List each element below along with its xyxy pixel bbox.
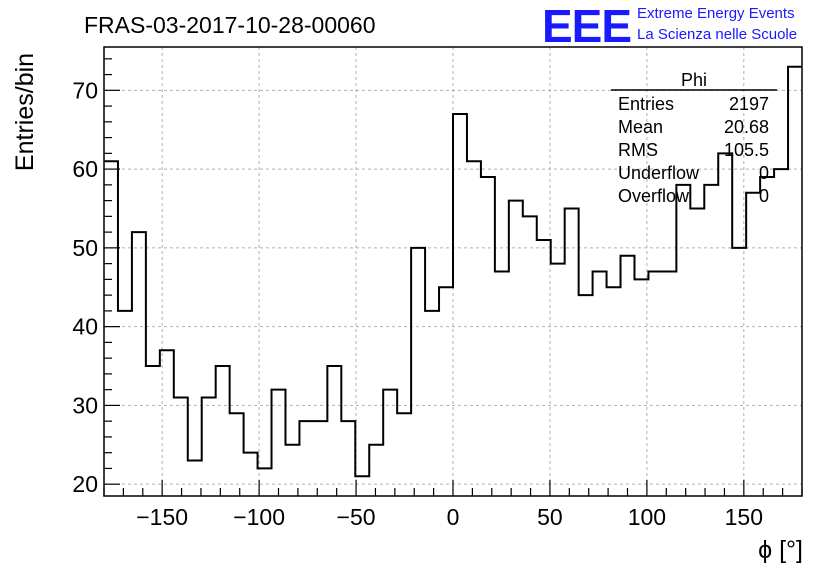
y-tick-labels: 20 30 40 50 60 70 [72, 77, 98, 497]
x-tick-label: 50 [537, 504, 563, 530]
stats-value: 0 [759, 163, 769, 183]
brand-line-2: La Scienza nelle Scuole [637, 26, 797, 43]
x-axis-title: ϕ [°] [758, 536, 803, 564]
stats-value: 2197 [729, 94, 769, 114]
x-tick-label: 0 [447, 504, 460, 530]
stats-title: Phi [681, 70, 707, 90]
y-tick-label: 40 [72, 314, 98, 340]
x-tick-label: 100 [628, 504, 666, 530]
axis-ticks [103, 58, 803, 496]
x-tick-label: −50 [337, 504, 376, 530]
x-tick-labels: −150 −100 −50 0 50 100 150 [136, 504, 763, 530]
chart-title: FRAS-03-2017-10-28-00060 [84, 12, 376, 38]
stats-label: Overflow [618, 186, 690, 206]
stats-label: RMS [618, 140, 658, 160]
stats-label: Mean [618, 117, 663, 137]
stats-value: 20.68 [724, 117, 769, 137]
stats-box: Phi Entries 2197 Mean 20.68 RMS 105.5 Un… [611, 70, 777, 206]
stats-value: 0 [759, 186, 769, 206]
stats-label: Entries [618, 94, 674, 114]
eee-logo: EEE [542, 0, 631, 52]
y-axis-title: Entries/bin [11, 53, 39, 171]
y-tick-label: 50 [72, 235, 98, 261]
stats-value: 105.5 [724, 140, 769, 160]
y-tick-label: 20 [72, 471, 98, 497]
y-tick-label: 30 [72, 392, 98, 418]
x-tick-label: −100 [233, 504, 285, 530]
y-tick-label: 70 [72, 77, 98, 103]
y-tick-label: 60 [72, 156, 98, 182]
x-tick-label: 150 [725, 504, 763, 530]
stats-label: Underflow [618, 163, 700, 183]
histogram-line [104, 65, 802, 478]
brand-line-1: Extreme Energy Events [637, 5, 795, 22]
x-tick-label: −150 [136, 504, 188, 530]
